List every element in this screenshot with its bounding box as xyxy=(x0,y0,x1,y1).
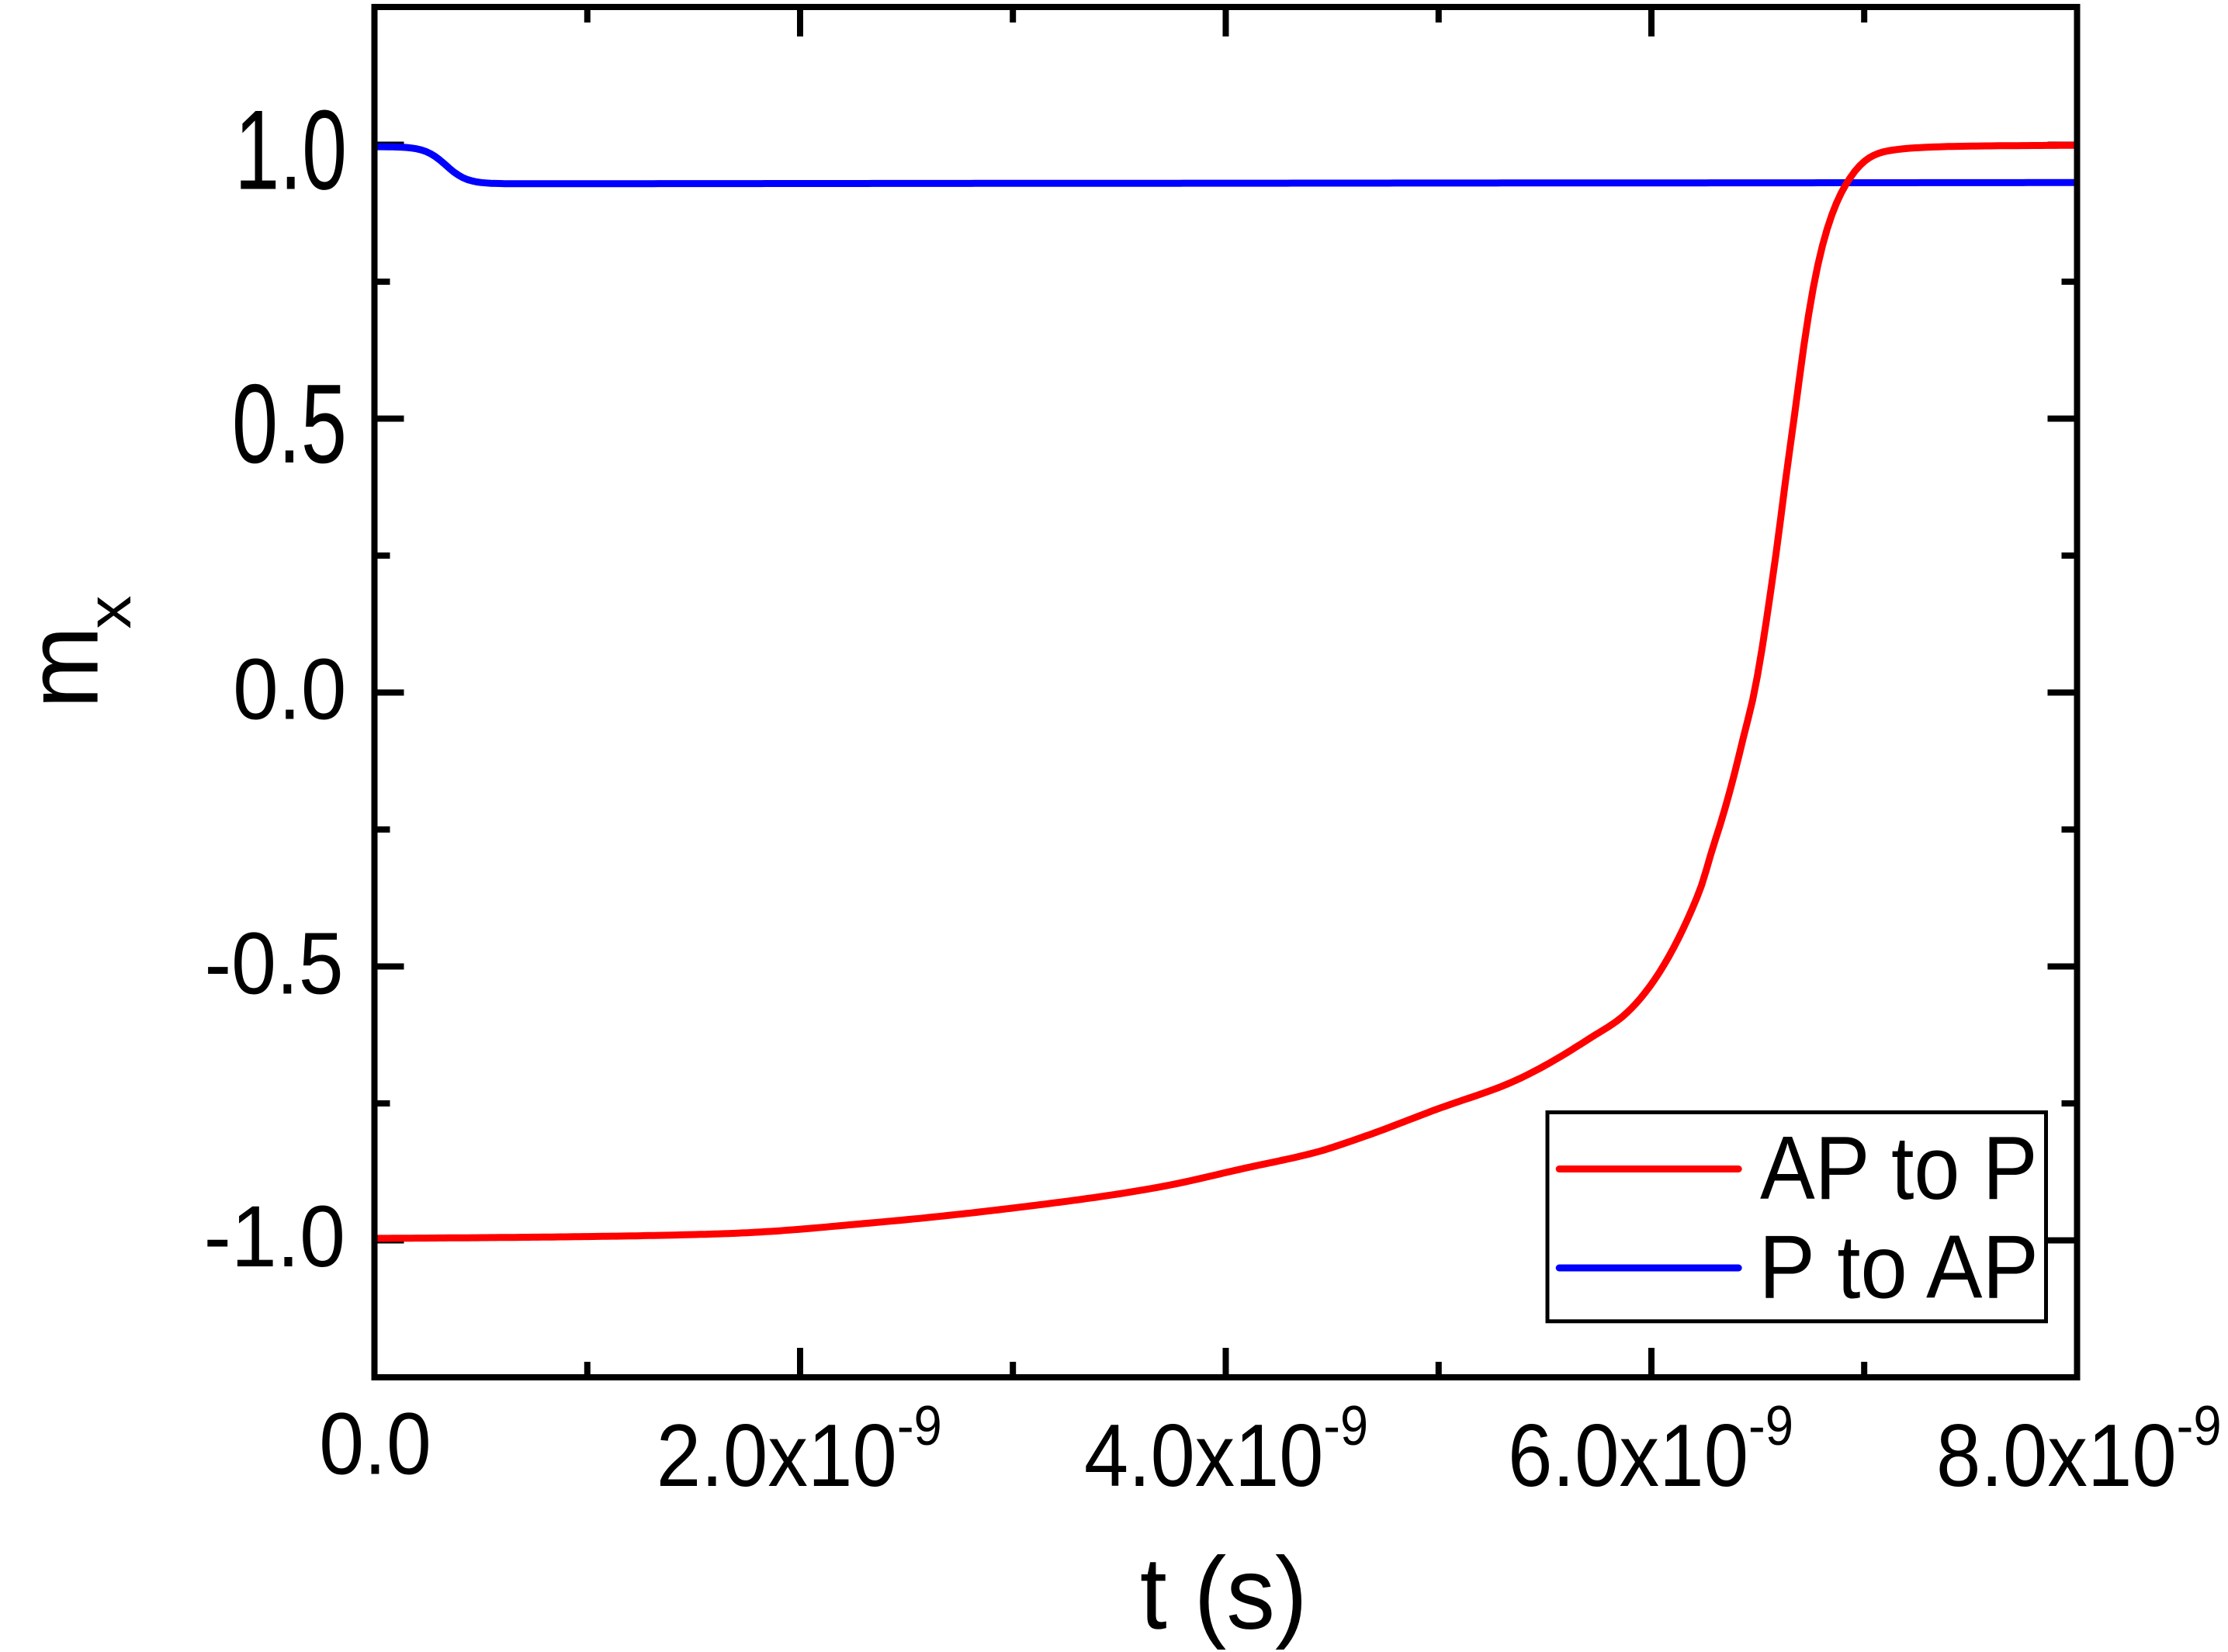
svg-text:P to AP: P to AP xyxy=(1759,1216,2039,1317)
svg-text:x: x xyxy=(74,595,144,629)
svg-text:6.0x10-9: 6.0x10-9 xyxy=(1508,1394,1793,1505)
svg-text:m: m xyxy=(5,626,120,709)
svg-text:t (s): t (s) xyxy=(1140,1536,1308,1651)
svg-text:AP to P: AP to P xyxy=(1760,1117,2038,1217)
svg-text:0.5: 0.5 xyxy=(232,361,347,487)
svg-text:2.0x10-9: 2.0x10-9 xyxy=(657,1394,942,1505)
svg-text:4.0x10-9: 4.0x10-9 xyxy=(1084,1394,1368,1505)
svg-text:8.0x10-9: 8.0x10-9 xyxy=(1936,1394,2222,1505)
svg-text:0.0: 0.0 xyxy=(233,641,346,737)
svg-text:1.0: 1.0 xyxy=(234,86,347,213)
svg-text:0.0: 0.0 xyxy=(319,1394,431,1493)
svg-text:-1.0: -1.0 xyxy=(204,1188,345,1285)
svg-text:-0.5: -0.5 xyxy=(204,916,343,1013)
